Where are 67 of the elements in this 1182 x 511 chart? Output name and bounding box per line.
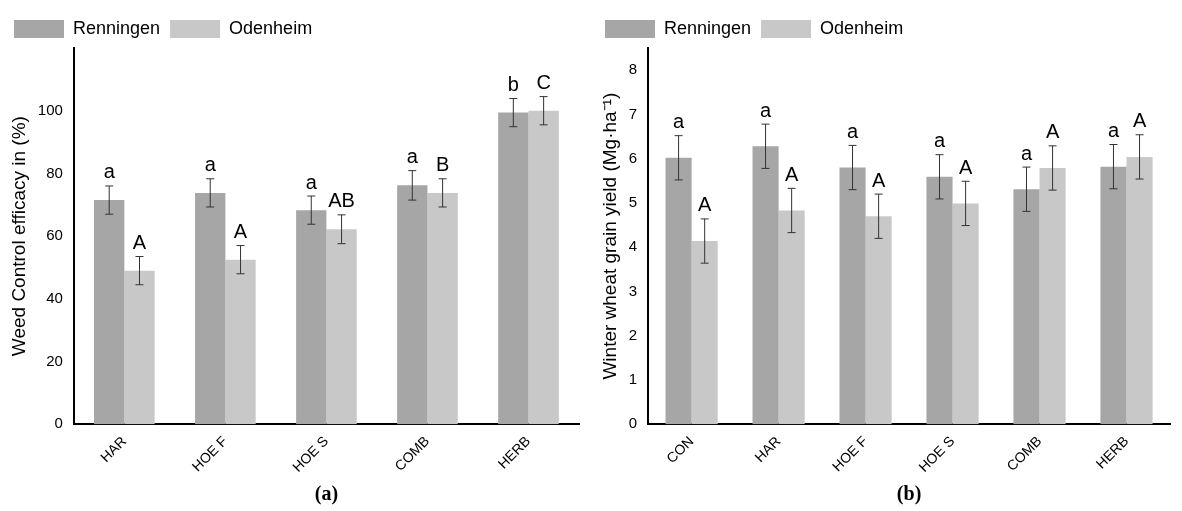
data-label: B bbox=[435, 153, 450, 176]
y-tick-label: 0 bbox=[628, 414, 638, 432]
bar bbox=[691, 241, 718, 425]
data-label: a bbox=[103, 160, 116, 183]
bar bbox=[124, 270, 155, 425]
y-tick-label: 3 bbox=[628, 281, 638, 299]
data-label: a bbox=[204, 153, 217, 176]
data-label: a bbox=[933, 129, 946, 152]
data-label: A bbox=[784, 162, 799, 185]
bar bbox=[195, 192, 226, 425]
bar bbox=[778, 210, 805, 425]
bar bbox=[1039, 167, 1066, 425]
bar bbox=[498, 112, 529, 425]
y-axis-title: Winter wheat grain yield (Mg·ha⁻¹) bbox=[598, 92, 620, 380]
data-label: a bbox=[406, 145, 419, 168]
bar bbox=[1013, 189, 1040, 425]
bar bbox=[528, 110, 559, 425]
data-label: C bbox=[536, 71, 551, 94]
y-tick-label: 2 bbox=[628, 325, 638, 343]
y-tick-label: 20 bbox=[46, 351, 63, 369]
data-label: a bbox=[760, 98, 772, 121]
data-label: a bbox=[305, 170, 318, 193]
legend-label: Renningen bbox=[73, 17, 161, 38]
bar bbox=[296, 210, 327, 425]
y-tick-label: 100 bbox=[37, 100, 63, 118]
bar bbox=[865, 216, 892, 425]
data-label: A bbox=[871, 168, 886, 191]
x-axis-title: (b) bbox=[896, 482, 922, 506]
data-label: a bbox=[1107, 119, 1120, 142]
y-tick-label: 80 bbox=[46, 163, 63, 181]
bar bbox=[397, 185, 428, 425]
bar bbox=[94, 200, 125, 425]
bar bbox=[665, 157, 692, 425]
data-label: a bbox=[846, 119, 859, 142]
data-label: A bbox=[1045, 120, 1060, 143]
data-label: b bbox=[507, 73, 519, 95]
bar bbox=[752, 146, 779, 425]
data-label: A bbox=[132, 231, 147, 254]
y-tick-label: 4 bbox=[628, 237, 638, 255]
data-label: A bbox=[233, 220, 248, 243]
y-tick-label: 7 bbox=[628, 104, 638, 122]
data-label: A bbox=[1132, 109, 1147, 132]
bar bbox=[926, 176, 953, 425]
y-tick-label: 5 bbox=[628, 193, 638, 211]
data-label: a bbox=[1020, 141, 1033, 164]
y-tick-label: 0 bbox=[54, 414, 63, 432]
bar bbox=[427, 192, 458, 425]
x-axis-title: (a) bbox=[314, 482, 339, 506]
y-tick-label: 1 bbox=[628, 370, 638, 388]
data-label: A bbox=[698, 193, 713, 216]
y-tick-label: 60 bbox=[46, 226, 63, 244]
y-axis-title: Weed Control efficacy in (%) bbox=[7, 116, 29, 357]
data-label: a bbox=[673, 110, 686, 133]
bar bbox=[326, 229, 357, 425]
bar bbox=[1100, 166, 1127, 425]
data-label: AB bbox=[328, 189, 355, 212]
legend-label: Renningen bbox=[664, 17, 752, 38]
bar bbox=[225, 259, 256, 425]
bar bbox=[952, 203, 979, 425]
legend-label: Odenheim bbox=[229, 17, 313, 38]
data-label: A bbox=[958, 155, 973, 178]
y-tick-label: 8 bbox=[628, 60, 638, 78]
legend-label: Odenheim bbox=[820, 17, 904, 38]
y-tick-label: 40 bbox=[46, 289, 63, 307]
y-tick-label: 6 bbox=[628, 148, 638, 166]
bar bbox=[839, 167, 866, 425]
bar bbox=[1126, 156, 1153, 425]
